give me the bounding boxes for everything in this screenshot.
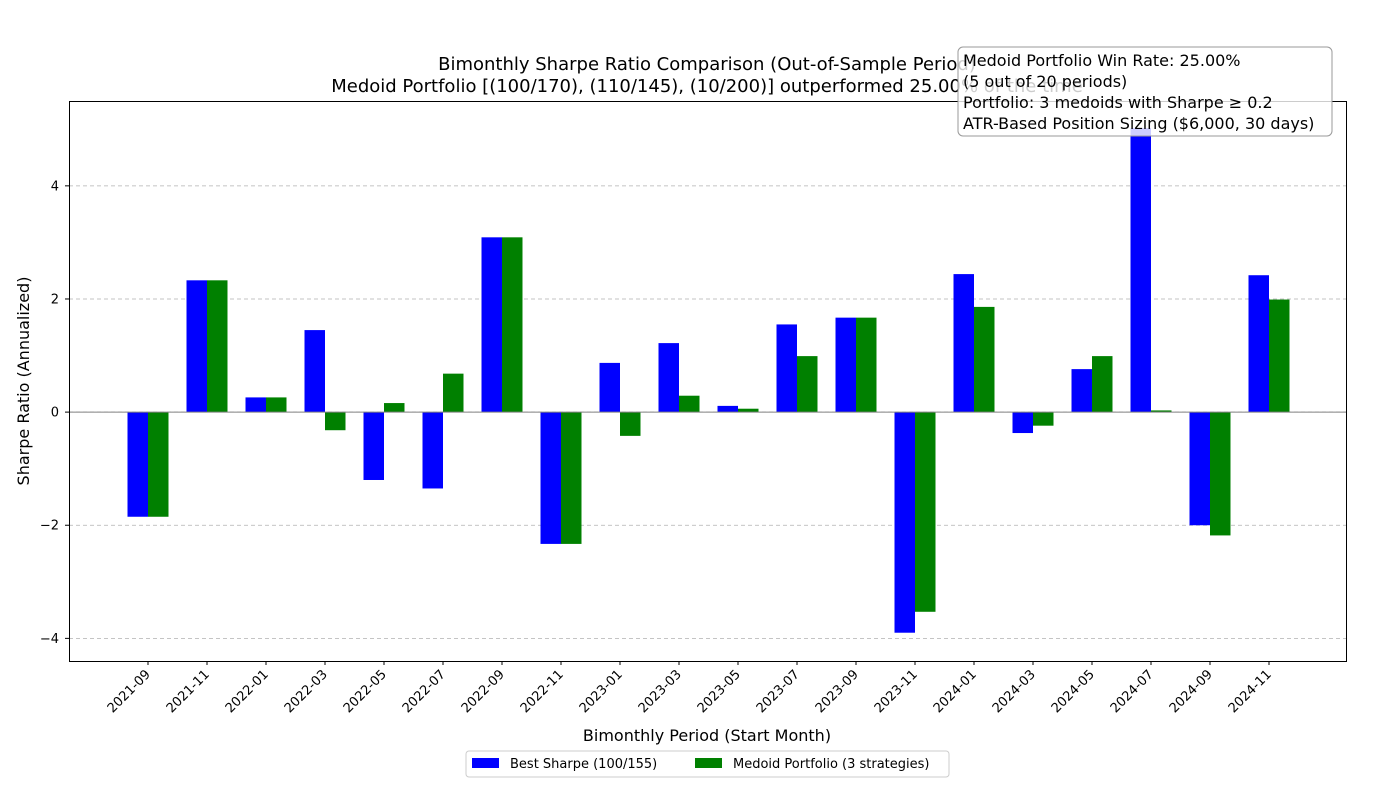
annotation-line-3: Portfolio: 3 medoids with Sharpe ≥ 0.2 — [963, 93, 1273, 112]
y-tick-label: −2 — [40, 519, 59, 534]
bar-medoid-portfolio-2021-09 — [148, 412, 169, 517]
bar-best-sharpe-2024-09 — [1189, 412, 1210, 526]
x-tick-label: 2024-05 — [1049, 667, 1098, 716]
bar-best-sharpe-2023-09 — [835, 317, 856, 413]
bar-best-sharpe-2024-03 — [1012, 412, 1033, 434]
x-tick-label: 2023-01 — [577, 667, 626, 716]
bar-best-sharpe-2022-09 — [481, 237, 502, 413]
x-tick-label: 2022-07 — [400, 667, 449, 716]
x-tick-label: 2023-09 — [813, 667, 862, 716]
legend: Best Sharpe (100/155) Medoid Portfolio (… — [465, 750, 950, 778]
bar-medoid-portfolio-2023-03 — [679, 395, 700, 413]
bar-best-sharpe-2023-01 — [599, 362, 620, 413]
annotation-line-1: Medoid Portfolio Win Rate: 25.00% — [963, 51, 1241, 70]
bar-medoid-portfolio-2024-03 — [1033, 412, 1054, 426]
bar-medoid-portfolio-2024-07 — [1151, 410, 1172, 413]
bar-medoid-portfolio-2024-05 — [1092, 356, 1113, 413]
x-tick-label: 2023-05 — [695, 667, 744, 716]
x-tick-label: 2022-11 — [518, 667, 567, 716]
legend-label-best-sharpe: Best Sharpe (100/155) — [510, 757, 657, 772]
chart-title: Bimonthly Sharpe Ratio Comparison (Out-o… — [438, 54, 976, 75]
bar-medoid-portfolio-2024-09 — [1210, 412, 1231, 536]
y-axis-label: Sharpe Ratio (Annualized) — [14, 277, 33, 486]
bar-medoid-portfolio-2022-09 — [502, 237, 523, 413]
bar-best-sharpe-2022-05 — [363, 412, 384, 480]
annotation-background — [957, 46, 1333, 137]
annotation-line-2: (5 out of 20 periods) — [963, 72, 1127, 91]
y-ticks: −4 −2 0 2 4 — [40, 179, 69, 647]
x-tick-label: 2024-03 — [990, 667, 1039, 716]
bar-best-sharpe-2024-11 — [1248, 275, 1269, 413]
bar-medoid-portfolio-2024-11 — [1269, 299, 1290, 413]
bar-best-sharpe-2023-07 — [776, 324, 797, 413]
x-tick-label: 2021-09 — [105, 667, 154, 716]
bar-medoid-portfolio-2022-05 — [384, 403, 405, 413]
bar-medoid-portfolio-2023-11 — [915, 412, 936, 612]
bar-best-sharpe-2023-05 — [717, 405, 738, 413]
chart-subtitle: Medoid Portfolio [(100/170), (110/145), … — [331, 76, 1083, 97]
y-tick-label: −4 — [40, 632, 59, 647]
x-tick-label: 2024-11 — [1226, 667, 1275, 716]
bar-best-sharpe-2022-11 — [540, 412, 561, 544]
x-axis-label: Bimonthly Period (Start Month) — [583, 726, 831, 745]
bar-best-sharpe-2021-09 — [127, 412, 148, 517]
y-tick-label: 4 — [51, 179, 59, 194]
bar-medoid-portfolio-2022-01 — [266, 397, 287, 413]
annotation-box: Medoid Portfolio Win Rate: 25.00% (5 out… — [957, 46, 1333, 137]
x-tick-label: 2024-09 — [1167, 667, 1216, 716]
x-tick-label: 2021-11 — [164, 667, 213, 716]
bar-medoid-portfolio-2022-03 — [325, 412, 346, 431]
bar-medoid-portfolio-2022-11 — [561, 412, 582, 544]
legend-swatch-best-sharpe — [472, 758, 499, 768]
bar-medoid-portfolio-2023-09 — [856, 317, 877, 413]
bar-layer — [127, 128, 1290, 633]
bar-best-sharpe-2023-11 — [894, 412, 915, 633]
bar-medoid-portfolio-2024-01 — [974, 306, 995, 413]
bar-best-sharpe-2023-03 — [658, 343, 679, 413]
bar-medoid-portfolio-2022-07 — [443, 373, 464, 413]
bar-medoid-portfolio-2023-07 — [797, 356, 818, 413]
x-tick-label: 2024-01 — [931, 667, 980, 716]
x-tick-label: 2023-11 — [872, 667, 921, 716]
bar-best-sharpe-2022-03 — [304, 330, 325, 413]
plot-frame — [69, 101, 1347, 662]
bar-best-sharpe-2022-01 — [245, 397, 266, 413]
x-tick-label: 2022-01 — [223, 667, 272, 716]
x-ticks: 2021-09 2021-11 2022-01 2022-03 2022-05 2022-… — [105, 661, 1275, 716]
bar-best-sharpe-2024-05 — [1071, 369, 1092, 413]
legend-label-medoid-portfolio: Medoid Portfolio (3 strategies) — [733, 757, 930, 772]
legend-swatch-medoid-portfolio — [695, 758, 722, 768]
bar-medoid-portfolio-2021-11 — [207, 280, 228, 413]
x-tick-label: 2024-07 — [1108, 667, 1157, 716]
bar-best-sharpe-2021-11 — [186, 280, 207, 413]
bar-best-sharpe-2022-07 — [422, 412, 443, 489]
bar-best-sharpe-2024-07 — [1130, 128, 1151, 413]
y-tick-label: 0 — [51, 406, 59, 421]
x-tick-label: 2022-09 — [459, 667, 508, 716]
bar-medoid-portfolio-2023-01 — [620, 412, 641, 436]
x-tick-label: 2023-03 — [636, 667, 685, 716]
x-tick-label: 2023-07 — [754, 667, 803, 716]
y-tick-label: 2 — [51, 292, 59, 307]
bar-best-sharpe-2024-01 — [953, 274, 974, 413]
x-tick-label: 2022-05 — [341, 667, 390, 716]
bar-medoid-portfolio-2023-05 — [738, 408, 759, 413]
annotation-line-4: ATR-Based Position Sizing ($6,000, 30 da… — [963, 114, 1314, 133]
x-tick-label: 2022-03 — [282, 667, 331, 716]
